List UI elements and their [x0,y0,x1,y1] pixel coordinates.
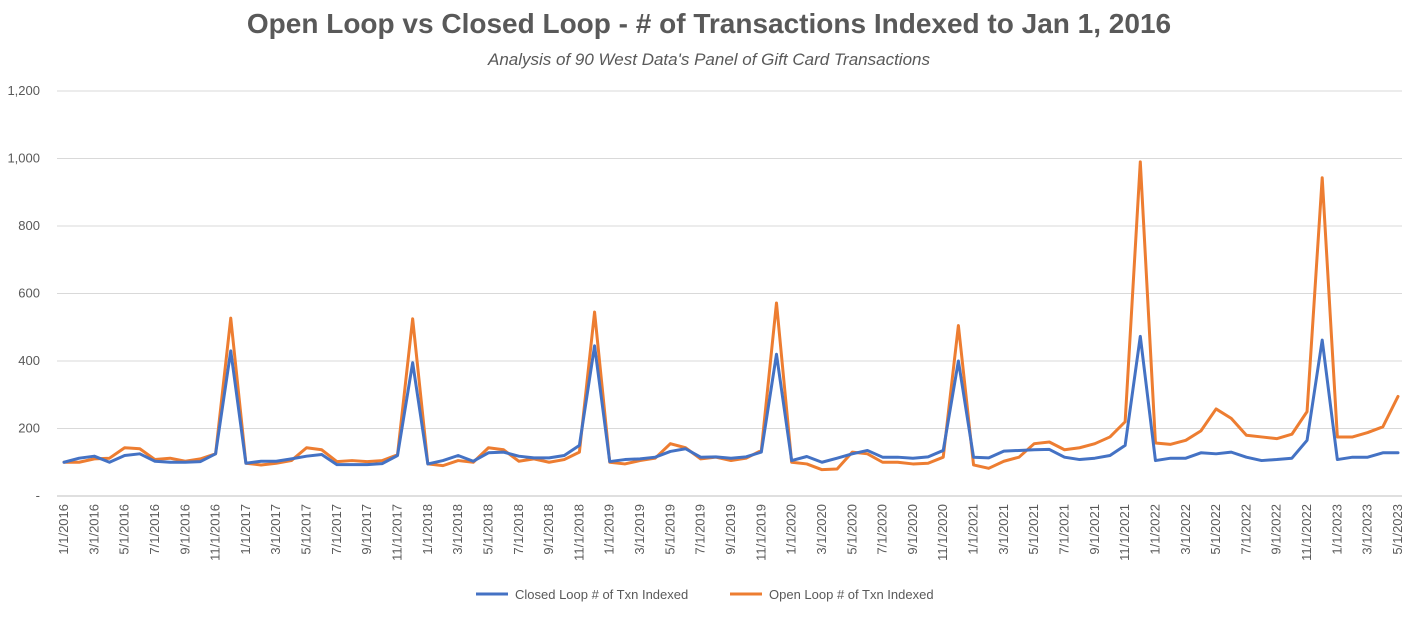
legend-label: Closed Loop # of Txn Indexed [515,587,688,602]
x-tick-label: 5/1/2023 [1390,504,1405,555]
series-line [62,334,1400,467]
y-tick-label: 200 [18,421,40,436]
x-tick-label: 3/1/2017 [268,504,283,555]
x-tick-label: 3/1/2016 [86,504,101,555]
series-line [62,160,1400,472]
x-tick-label: 5/1/2022 [1208,504,1223,555]
y-tick-label: 600 [18,286,40,301]
x-tick-label: 11/1/2020 [935,504,950,561]
x-tick-label: 5/1/2018 [480,504,495,555]
x-tick-label: 1/1/2021 [966,504,981,555]
x-tick-label: 5/1/2021 [1026,504,1041,555]
x-tick-label: 7/1/2018 [511,504,526,555]
y-tick-label: 400 [18,353,40,368]
y-tick-label: 800 [18,218,40,233]
x-tick-label: 11/1/2022 [1299,504,1314,561]
x-tick-label: 11/1/2017 [390,504,405,561]
x-tick-label: 3/1/2022 [1178,504,1193,555]
x-tick-label: 1/1/2022 [1147,504,1162,555]
x-tick-label: 9/1/2021 [1087,504,1102,555]
x-tick-label: 1/1/2018 [420,504,435,555]
x-tick-label: 3/1/2023 [1360,504,1375,555]
y-tick-label: - [36,488,40,503]
x-tick-label: 3/1/2018 [450,504,465,555]
x-tick-label: 1/1/2017 [238,504,253,555]
x-tick-label: 1/1/2016 [56,504,71,555]
x-tick-label: 7/1/2016 [147,504,162,555]
x-tick-label: 7/1/2020 [875,504,890,555]
x-tick-label: 7/1/2021 [1057,504,1072,555]
x-tick-label: 1/1/2020 [784,504,799,555]
legend: Closed Loop # of Txn Indexed Open Loop # … [476,587,934,602]
x-tick-label: 1/1/2019 [602,504,617,555]
x-tick-label: 7/1/2022 [1238,504,1253,555]
y-tick-label: 1,000 [7,151,40,166]
x-tick-label: 3/1/2020 [814,504,829,555]
y-tick-label: 1,200 [7,83,40,98]
x-tick-label: 7/1/2019 [693,504,708,555]
x-tick-label: 9/1/2020 [905,504,920,555]
x-tick-label: 5/1/2016 [117,504,132,555]
x-tick-label: 9/1/2016 [177,504,192,555]
x-tick-label: 9/1/2017 [359,504,374,555]
x-tick-label: 9/1/2022 [1269,504,1284,555]
grid-layer [57,90,1402,429]
x-tick-label: 7/1/2017 [329,504,344,555]
x-axis: 1/1/2016 3/1/2016 5/1/2016 7/1/2016 9/1/2016… [56,495,1405,561]
x-tick-label: 3/1/2021 [996,504,1011,555]
x-tick-label: 5/1/2020 [844,504,859,555]
x-tick-label: 11/1/2021 [1117,504,1132,561]
x-tick-label: 5/1/2017 [299,504,314,555]
series-layer [62,160,1400,472]
x-tick-label: 11/1/2016 [208,504,223,561]
chart-title: Open Loop vs Closed Loop - # of Transact… [246,8,1172,39]
y-axis: - 200 400 600 800 1,000 1,200 [7,83,40,503]
x-tick-label: 1/1/2023 [1329,504,1344,555]
x-tick-label: 3/1/2019 [632,504,647,555]
x-tick-label: 9/1/2019 [723,504,738,555]
x-tick-label: 11/1/2018 [571,504,586,561]
x-tick-label: 9/1/2018 [541,504,556,555]
legend-label: Open Loop # of Txn Indexed [769,587,934,602]
x-tick-label: 5/1/2019 [662,504,677,555]
x-tick-label: 11/1/2019 [753,504,768,561]
chart-subtitle: Analysis of 90 West Data's Panel of Gift… [488,50,930,69]
